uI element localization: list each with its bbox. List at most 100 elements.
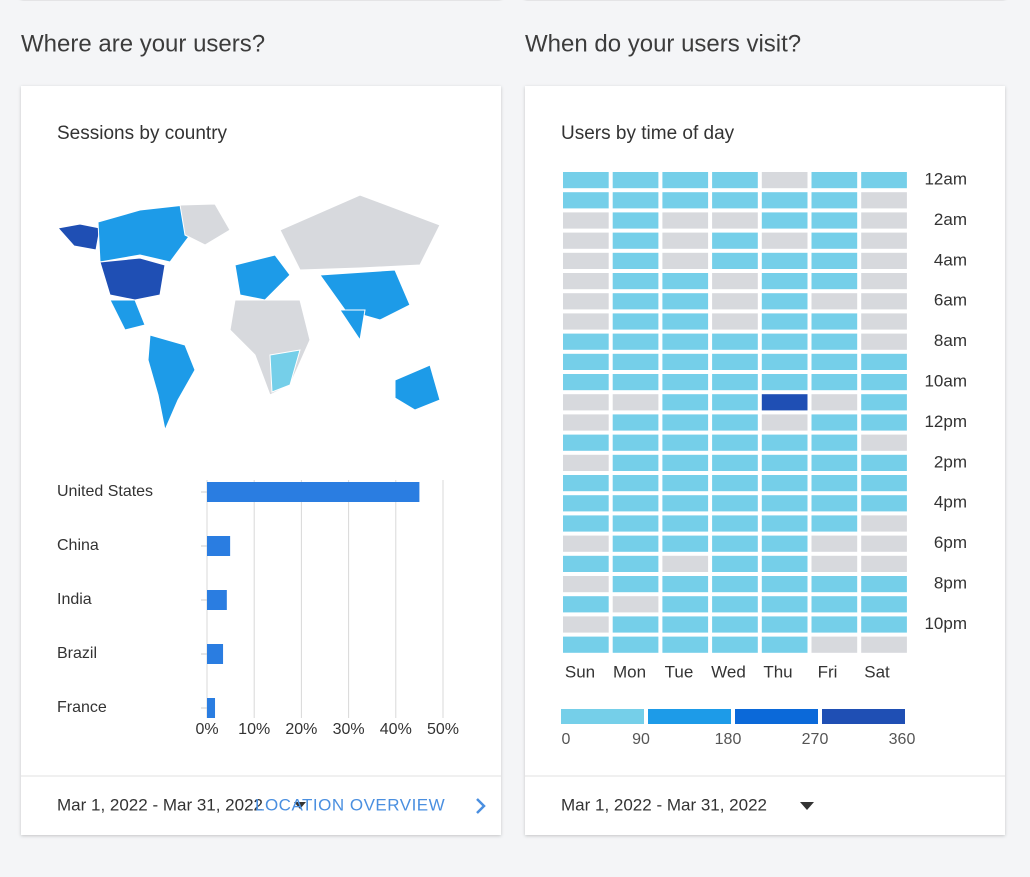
heatmap-cell	[712, 273, 758, 290]
heatmap-cell	[761, 434, 808, 451]
heatmap-cell	[662, 353, 709, 370]
heatmap-cell	[612, 636, 659, 653]
heatmap-cell	[761, 636, 808, 653]
heatmap-cell	[612, 596, 659, 613]
legend-swatch	[561, 709, 644, 724]
legend-swatch	[822, 709, 905, 724]
heatmap-cell	[761, 313, 808, 330]
heatmap-cell	[563, 212, 609, 229]
heatmap-cell	[761, 333, 808, 350]
heatmap-cell	[761, 495, 808, 512]
heatmap-cell	[712, 636, 758, 653]
heatmap-cell	[861, 394, 907, 411]
heatmap-cell	[712, 333, 758, 350]
heatmap-cell	[861, 313, 907, 330]
x-tick-label: 0%	[195, 721, 218, 738]
heatmap-cell	[612, 535, 659, 552]
heatmap-cell	[563, 454, 609, 471]
heatmap-cell	[563, 636, 609, 653]
heatmap-cell	[712, 212, 758, 229]
heatmap-cell	[563, 616, 609, 633]
heatmap-cell	[761, 293, 808, 310]
heatmap-cell	[612, 353, 659, 370]
heatmap-cell	[811, 333, 858, 350]
heatmap-cell	[761, 232, 808, 249]
date-range[interactable]: Mar 1, 2022 - Mar 31, 2022	[561, 795, 767, 814]
heatmap-cell	[662, 495, 709, 512]
heatmap-cell	[712, 353, 758, 370]
heatmap-cell	[811, 172, 858, 189]
heatmap-cell	[861, 232, 907, 249]
heatmap-cell	[712, 394, 758, 411]
heatmap-cell	[662, 576, 709, 593]
hour-label: 8am	[934, 331, 967, 350]
category-label: China	[57, 537, 99, 554]
heatmap-cell	[861, 495, 907, 512]
heatmap-cell	[861, 535, 907, 552]
card-title: Sessions by country	[57, 123, 228, 144]
heatmap-cell	[811, 212, 858, 229]
heatmap-cell	[612, 313, 659, 330]
heatmap-cell	[612, 192, 659, 209]
day-label: Sat	[864, 662, 890, 681]
link[interactable]: LOCATION OVERVIEW	[255, 795, 445, 814]
heatmap-cell	[563, 495, 609, 512]
heatmap-cell	[612, 212, 659, 229]
heatmap-cell	[563, 353, 609, 370]
heatmap-cell	[712, 172, 758, 189]
hour-label: 10pm	[924, 614, 967, 633]
day-label: Sun	[565, 662, 595, 681]
heatmap-cell	[612, 172, 659, 189]
heatmap-cell	[761, 515, 808, 532]
date-range[interactable]: Mar 1, 2022 - Mar 31, 2022	[57, 795, 263, 814]
hour-label: 6pm	[934, 533, 967, 552]
heatmap-cell	[563, 293, 609, 310]
heatmap-cell	[612, 374, 659, 391]
x-tick-label: 30%	[333, 721, 365, 738]
category-label: Brazil	[57, 645, 97, 662]
heatmap-cell	[612, 252, 659, 269]
hour-label: 2am	[934, 210, 967, 229]
heatmap-cell	[861, 374, 907, 391]
heatmap-cell	[612, 232, 659, 249]
hour-label: 8pm	[934, 573, 967, 592]
legend-label: 0	[562, 731, 571, 748]
dropdown-arrow[interactable]	[800, 802, 814, 810]
section-heading: Where are your users?	[21, 30, 265, 57]
chevron[interactable]	[476, 798, 486, 814]
heatmap-cell	[712, 313, 758, 330]
heatmap-cell	[811, 232, 858, 249]
dropdown-arrow[interactable]	[294, 802, 306, 809]
heatmap-cell	[811, 414, 858, 431]
heatmap-cell	[811, 313, 858, 330]
day-label: Tue	[665, 662, 694, 681]
heatmap-cell	[811, 535, 858, 552]
heatmap-cell	[861, 333, 907, 350]
section-heading: When do your users visit?	[525, 30, 801, 57]
heatmap-cell	[861, 555, 907, 572]
heatmap-cell	[811, 374, 858, 391]
legend-label: 180	[715, 731, 742, 748]
heatmap-cell	[612, 273, 659, 290]
heatmap-cell	[563, 252, 609, 269]
hour-label: 10am	[924, 371, 967, 390]
heatmap-cell	[662, 394, 709, 411]
heatmap-cell	[662, 374, 709, 391]
heatmap-cell	[563, 172, 609, 189]
heatmap-cell	[861, 273, 907, 290]
heatmap-cell	[712, 495, 758, 512]
heatmap-cell	[761, 212, 808, 229]
hour-label: 4am	[934, 250, 967, 269]
hour-label: 12pm	[924, 412, 967, 431]
heatmap-cell	[563, 414, 609, 431]
heatmap-cell	[861, 475, 907, 492]
heatmap-cell	[761, 374, 808, 391]
heatmap-cell	[861, 252, 907, 269]
heatmap-cell	[811, 454, 858, 471]
heatmap-cell	[662, 232, 709, 249]
bar	[207, 644, 224, 664]
heatmap-cell	[861, 192, 907, 209]
heatmap-cell	[861, 596, 907, 613]
heatmap-cell	[563, 232, 609, 249]
heatmap-cell	[612, 576, 659, 593]
